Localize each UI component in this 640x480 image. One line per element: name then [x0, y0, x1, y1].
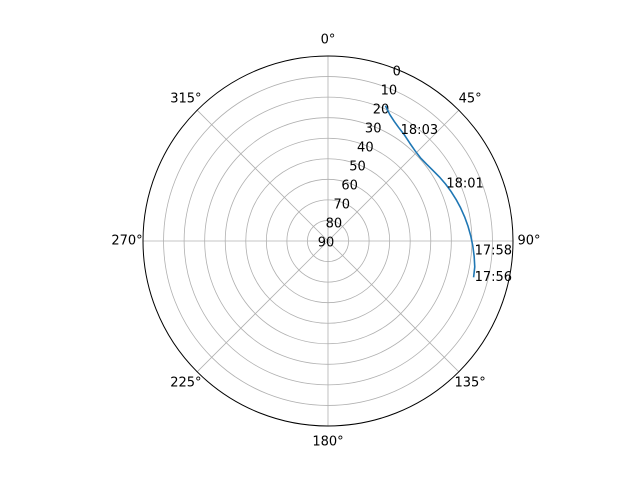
theta-tick-label: 0°	[321, 33, 336, 48]
r-tick-label: 70	[333, 198, 350, 213]
r-tick-label: 60	[341, 179, 358, 194]
theta-tick-labels: 0° 45° 90° 135° 180° 225° 270° 315°	[111, 33, 540, 450]
r-tick-label: 30	[365, 122, 382, 137]
theta-tick-label: 180°	[312, 435, 343, 450]
series-line	[384, 105, 476, 278]
series-layer	[384, 105, 476, 278]
theta-tick-label: 270°	[111, 234, 142, 249]
r-tick-label: 40	[357, 141, 374, 156]
grid-spoke	[196, 109, 329, 242]
r-tick-label: 10	[381, 84, 398, 99]
time-annotation: 18:03	[401, 123, 438, 138]
polar-frame	[142, 55, 514, 427]
theta-tick-label: 45°	[459, 91, 482, 106]
theta-tick-label: 90°	[517, 234, 540, 249]
grid-spoke	[196, 240, 329, 373]
theta-tick-label: 315°	[170, 91, 201, 106]
time-annotation: 17:56	[475, 270, 512, 285]
theta-tick-label: 225°	[170, 376, 201, 391]
grid-spoke	[327, 240, 460, 373]
polar-grid	[143, 56, 513, 426]
r-tick-label: 80	[326, 217, 343, 232]
time-annotations: 17:56 17:58 18:01 18:03	[401, 123, 512, 285]
time-annotation: 17:58	[475, 244, 512, 259]
grid-spoke	[327, 109, 460, 242]
theta-tick-label: 135°	[454, 376, 485, 391]
r-tick-label: 90	[318, 236, 335, 251]
time-annotation: 18:01	[446, 176, 483, 191]
r-tick-label: 0	[393, 65, 401, 80]
r-tick-label: 50	[349, 160, 366, 175]
